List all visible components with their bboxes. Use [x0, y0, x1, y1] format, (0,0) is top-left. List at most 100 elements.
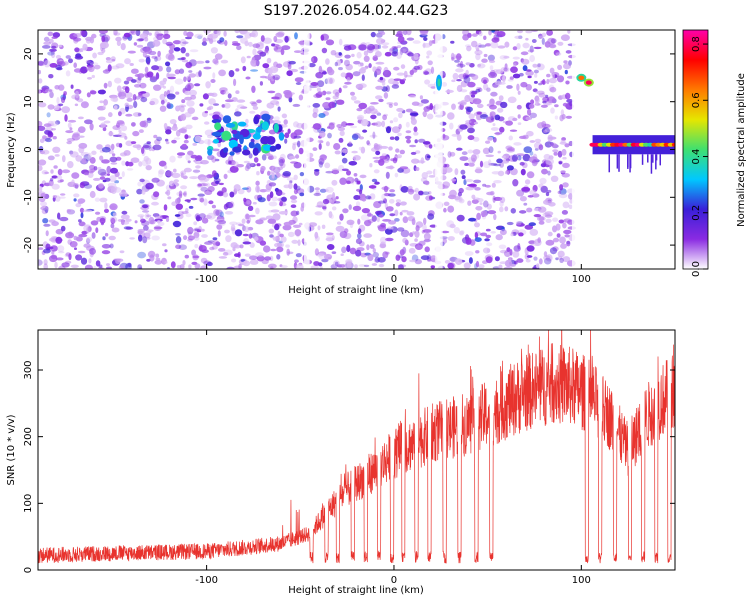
noise-blob — [323, 253, 333, 260]
noise-blob — [172, 40, 182, 45]
noise-blob — [51, 250, 55, 255]
noise-blob — [140, 218, 146, 223]
cluster-blob — [252, 133, 261, 140]
noise-blob — [252, 43, 261, 48]
noise-blob — [243, 160, 250, 164]
noise-blob — [429, 103, 434, 111]
noise-blob — [467, 184, 476, 187]
noise-blob — [170, 261, 176, 269]
noise-blob — [166, 101, 171, 109]
noise-blob — [545, 218, 552, 223]
noise-blob — [400, 186, 409, 193]
noise-blob — [287, 231, 295, 238]
noise-blob — [347, 142, 353, 147]
noise-blob — [74, 90, 80, 99]
noise-blob — [245, 118, 249, 125]
noise-blob — [314, 248, 319, 256]
noise-blob — [255, 207, 260, 215]
tone-core — [585, 80, 592, 85]
noise-blob — [284, 132, 290, 139]
noise-blob — [424, 79, 431, 85]
noise-blob — [275, 32, 285, 38]
noise-blob — [151, 235, 160, 241]
noise-blob — [542, 96, 550, 102]
noise-blob — [397, 35, 405, 43]
noise-blob — [557, 64, 563, 70]
noise-blob — [517, 122, 522, 125]
noise-blob — [110, 143, 115, 151]
noise-blob — [141, 220, 150, 227]
noise-blob — [233, 184, 241, 192]
colorbar-tick-label: 0.6 — [691, 92, 702, 108]
noise-blob — [447, 112, 455, 120]
noise-blob — [220, 59, 229, 64]
noise-blob — [559, 184, 564, 191]
noise-blob — [375, 51, 382, 58]
noise-blob — [550, 175, 559, 182]
noise-blob — [283, 119, 288, 125]
noise-blob — [548, 84, 555, 92]
noise-blob — [458, 105, 462, 110]
noise-blob — [80, 152, 90, 157]
noise-blob — [396, 52, 402, 59]
noise-blob — [84, 119, 93, 125]
noise-blob — [423, 37, 428, 41]
noise-blob — [262, 63, 270, 69]
noise-blob — [38, 78, 43, 84]
noise-blob — [220, 90, 226, 95]
noise-blob — [393, 66, 400, 71]
noise-blob — [216, 30, 221, 36]
noise-blob — [205, 60, 210, 64]
noise-blob — [236, 35, 244, 39]
noise-blob — [131, 79, 137, 83]
noise-blob — [179, 264, 185, 269]
noise-blob — [158, 160, 167, 167]
noise-blob — [56, 67, 63, 71]
noise-blob — [533, 46, 542, 50]
colorbar-tick-label: 0.4 — [691, 149, 702, 165]
noise-blob — [317, 139, 324, 144]
noise-blob — [379, 76, 384, 81]
noise-blob — [123, 150, 131, 156]
noise-blob — [470, 91, 478, 95]
noise-blob — [118, 143, 123, 148]
noise-blob — [547, 96, 556, 104]
noise-blob — [236, 104, 245, 109]
noise-blob — [340, 253, 344, 256]
noise-blob — [367, 219, 374, 224]
noise-blob — [363, 55, 370, 62]
cluster-blob — [207, 148, 213, 156]
noise-blob — [295, 154, 300, 159]
noise-blob — [500, 66, 510, 73]
noise-blob — [129, 237, 135, 240]
noise-blob — [562, 102, 568, 107]
noise-blob — [554, 104, 559, 108]
noise-blob — [356, 51, 362, 59]
noise-blob — [121, 219, 125, 226]
noise-blob — [273, 46, 283, 53]
noise-blob — [244, 226, 250, 233]
noise-blob — [49, 255, 58, 263]
cluster-blob — [278, 132, 285, 141]
noise-blob — [327, 68, 335, 76]
noise-blob — [479, 160, 484, 168]
noise-blob — [328, 211, 333, 219]
noise-blob — [98, 183, 104, 189]
noise-blob — [183, 167, 192, 173]
noise-blob — [378, 158, 385, 166]
noise-blob — [175, 244, 182, 250]
noise-blob — [507, 96, 517, 104]
noise-blob — [75, 203, 82, 208]
noise-blob — [154, 218, 163, 222]
noise-blob — [206, 107, 212, 111]
noise-blob — [224, 127, 229, 132]
noise-blob — [187, 84, 191, 92]
noise-blob — [450, 178, 457, 182]
noise-blob — [272, 67, 279, 72]
noise-blob — [451, 56, 455, 61]
noise-blob — [399, 149, 405, 155]
noise-blob — [105, 59, 113, 64]
noise-blob — [45, 137, 52, 143]
noise-blob — [73, 182, 79, 189]
noise-blob — [249, 110, 256, 114]
